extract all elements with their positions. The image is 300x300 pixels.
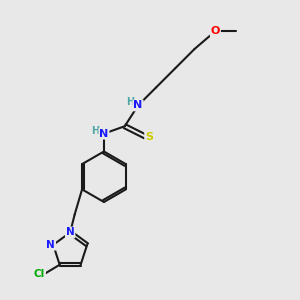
Text: H: H xyxy=(126,97,134,107)
Text: N: N xyxy=(46,240,55,250)
Text: Cl: Cl xyxy=(34,269,45,279)
Text: H: H xyxy=(92,126,100,136)
Text: N: N xyxy=(66,227,74,238)
Text: O: O xyxy=(211,26,220,36)
Text: N: N xyxy=(99,129,109,139)
Text: S: S xyxy=(145,132,153,142)
Text: N: N xyxy=(134,100,143,110)
